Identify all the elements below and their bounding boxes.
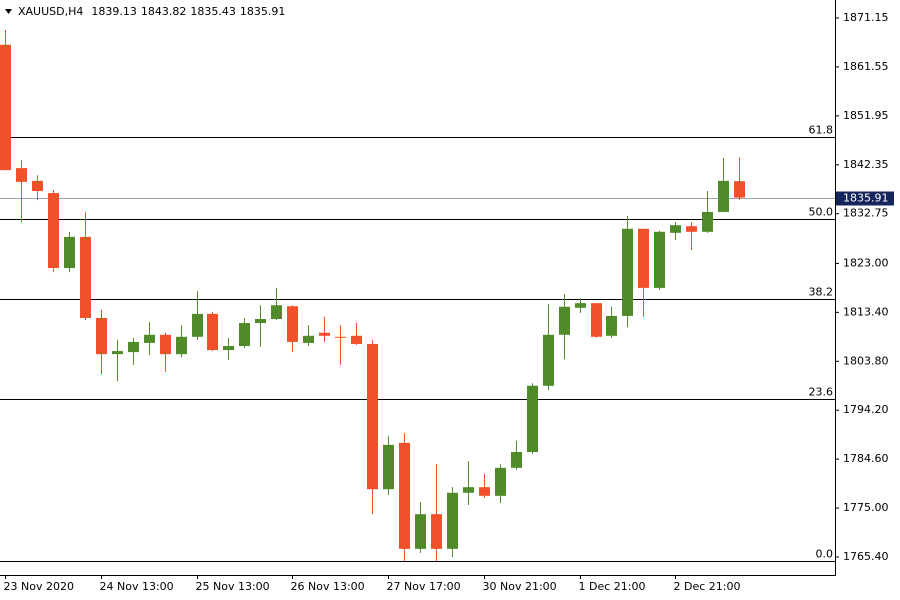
- candle-body: [271, 305, 282, 319]
- y-tick-label: 1784.60: [843, 452, 889, 465]
- candle-body: [176, 336, 187, 355]
- x-tick-label: 25 Nov 13:00: [196, 580, 270, 593]
- candle-body: [0, 44, 11, 171]
- fib-level-label: 0.0: [816, 548, 834, 561]
- candle-body: [575, 303, 586, 308]
- candle-body: [192, 313, 203, 337]
- candle-body: [287, 306, 298, 342]
- candle-body: [303, 335, 314, 343]
- candle-body: [399, 442, 410, 549]
- fib-level-label: 38.2: [809, 286, 834, 299]
- y-tick-label: 1794.20: [843, 403, 889, 416]
- x-tick-label: 30 Nov 21:00: [483, 580, 557, 593]
- header-high: 1843.82: [141, 5, 187, 18]
- header: XAUUSD,H4 1839.13 1843.82 1835.43 1835.91: [18, 5, 285, 18]
- candle-body: [128, 341, 139, 353]
- candle-body: [48, 193, 59, 269]
- y-tick-label: 1861.55: [843, 60, 889, 73]
- candle-body: [319, 332, 330, 336]
- candle-body: [383, 444, 394, 490]
- y-tick-label: 1765.40: [843, 550, 889, 563]
- y-tick-label: 1803.80: [843, 354, 889, 367]
- header-close: 1835.91: [240, 5, 286, 18]
- candle-body: [64, 236, 75, 269]
- x-tick-label: 23 Nov 2020: [4, 580, 74, 593]
- candle-body: [335, 336, 346, 338]
- header-open: 1839.13: [91, 5, 137, 18]
- candle-body: [447, 492, 458, 549]
- candle-body: [734, 181, 745, 198]
- candle-body: [543, 334, 554, 386]
- current-price-label: 1835.91: [843, 192, 889, 205]
- candle-body: [239, 323, 250, 346]
- x-tick-label: 24 Nov 13:00: [100, 580, 174, 593]
- candle-body: [144, 334, 155, 343]
- header-triangle: [5, 9, 12, 14]
- header-low: 1835.43: [190, 5, 236, 18]
- current-price-box: [836, 191, 894, 206]
- candle-body: [255, 318, 266, 324]
- fib-level-label: 23.6: [809, 386, 834, 399]
- candle-body: [351, 335, 362, 344]
- candle-body: [718, 180, 729, 212]
- candle-body: [463, 487, 474, 493]
- symbol: XAUUSD,H4: [18, 5, 83, 18]
- candle-body: [415, 514, 426, 549]
- candle-body: [686, 226, 697, 232]
- candle-body: [32, 180, 43, 192]
- y-tick-label: 1851.95: [843, 109, 889, 122]
- candle-body: [654, 231, 665, 288]
- x-tick-label: 1 Dec 21:00: [579, 580, 646, 593]
- x-tick-label: 2 Dec 21:00: [674, 580, 741, 593]
- y-tick-label: 1775.00: [843, 501, 889, 514]
- y-tick-label: 1823.00: [843, 256, 889, 269]
- candle-body: [606, 315, 617, 336]
- y-tick-label: 1813.40: [843, 305, 889, 318]
- candle-body: [223, 345, 234, 351]
- candle-body: [80, 236, 91, 318]
- fib-level-label: 50.0: [809, 206, 834, 219]
- candle-body: [670, 225, 681, 233]
- candle-body: [559, 306, 570, 335]
- candle-body: [207, 313, 218, 351]
- candle-body: [367, 343, 378, 490]
- x-tick-label: 27 Nov 17:00: [387, 580, 461, 593]
- candle-body: [591, 303, 602, 337]
- candle-body: [622, 228, 633, 316]
- candle-body: [527, 385, 538, 453]
- candle-body: [511, 452, 522, 468]
- candle-body: [702, 211, 713, 232]
- y-tick-label: 1832.75: [843, 207, 889, 220]
- y-tick-label: 1871.15: [843, 11, 889, 24]
- candle-body: [16, 168, 27, 182]
- candle-body: [638, 228, 649, 288]
- candle-body: [96, 317, 107, 355]
- x-tick-label: 26 Nov 13:00: [291, 580, 365, 593]
- candle-body: [431, 514, 442, 549]
- fib-level-label: 61.8: [809, 124, 834, 137]
- candle-body: [160, 334, 171, 355]
- candle-body: [495, 467, 506, 496]
- candle-body: [112, 351, 123, 355]
- y-tick-label: 1842.35: [843, 158, 889, 171]
- candle-body: [479, 487, 490, 496]
